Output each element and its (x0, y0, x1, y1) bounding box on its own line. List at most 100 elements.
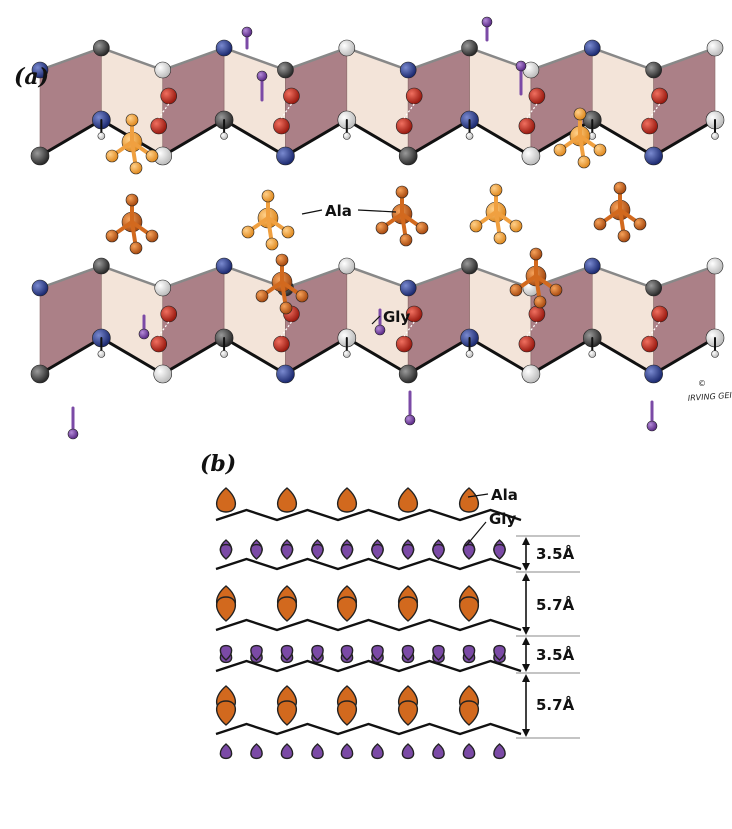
ala-side-chain (336, 487, 358, 513)
ala-methyl-atom (593, 217, 607, 231)
oxygen-atom (283, 87, 300, 105)
oxygen-atom (518, 117, 536, 135)
dimension-arrow (522, 537, 530, 571)
hydrogen-bond (158, 321, 170, 337)
backbone-atom (277, 61, 294, 79)
hydrogen-atom (97, 350, 106, 358)
gly-side-chain (219, 543, 233, 560)
gly-hydrogen (515, 60, 527, 72)
hydrogen-bond (403, 321, 415, 337)
backbone-strand (215, 618, 522, 632)
hydrogen-atom (343, 132, 351, 140)
ala-methyl-atom (633, 217, 647, 231)
oxygen-atom (395, 117, 413, 135)
backbone-atom (31, 61, 49, 79)
ala-methyl-atom (105, 229, 119, 243)
oxygen-atom (405, 87, 423, 105)
panel-b-label: (b) (200, 451, 236, 477)
hydrogen-atom (465, 350, 474, 358)
panel-a-ribbon-model (30, 16, 725, 440)
backbone-atom (645, 61, 662, 79)
oxygen-atom (395, 335, 413, 353)
ala-methyl-atom (129, 161, 143, 175)
ala-methyl-atom (281, 225, 295, 239)
ala-methyl-atom (509, 283, 523, 297)
backbone-atom (398, 364, 418, 384)
backbone-atom (399, 279, 417, 297)
ala-methyl-atom (529, 247, 543, 261)
backbone-strand (215, 722, 522, 736)
gly-side-chain (280, 543, 294, 560)
ala-side-chain (276, 700, 298, 726)
hydrogen-bond (649, 321, 661, 337)
gly-label-a: Gly (383, 308, 410, 326)
backbone-atom (461, 257, 478, 275)
ala-methyl-atom (533, 295, 547, 309)
oxygen-atom (150, 117, 168, 135)
ala-methyl-atom (489, 183, 503, 197)
oxygen-atom (641, 117, 658, 135)
gly-side-chain (462, 743, 476, 760)
ala-leader-line-b (467, 493, 489, 498)
ala-side-chain (397, 487, 419, 513)
ala-methyl-atom (275, 253, 289, 267)
hydrogen-bond (280, 103, 292, 119)
pleat-face (101, 265, 164, 375)
gly-side-chain (311, 644, 324, 661)
gly-side-chain (432, 543, 445, 560)
hydrogen-atom (465, 132, 474, 140)
gly-side-chain (371, 743, 384, 760)
gly-side-chain (493, 743, 506, 760)
hydrogen-bond (526, 321, 538, 337)
ala-methyl-atom (593, 143, 607, 157)
ala-methyl-atom (415, 221, 429, 235)
gly-side-chain (250, 543, 263, 560)
hydrogen-bond (649, 103, 661, 119)
backbone-atom (215, 257, 233, 275)
backbone-atom (276, 146, 295, 166)
gly-hydrogen (67, 428, 79, 440)
hydrogen-atom (711, 132, 719, 140)
oxygen-atom (651, 305, 668, 323)
ala-methyl-atom (493, 231, 507, 245)
ala-methyl-atom (577, 155, 591, 169)
ala-methyl-atom (255, 289, 269, 303)
ala-leader-line-2 (357, 209, 397, 213)
gly-leader-line-b (465, 521, 487, 547)
ala-side-chain (458, 487, 480, 513)
ala-side-chain (397, 596, 419, 622)
pleat-face (346, 47, 409, 157)
hydrogen-atom (588, 350, 597, 358)
pleat-face (39, 265, 102, 375)
backbone-atom (93, 39, 110, 57)
backbone-strand (215, 659, 522, 673)
ala-methyl-atom (553, 143, 567, 157)
oxygen-atom (651, 87, 668, 105)
dimension-arrow (522, 573, 530, 635)
oxygen-atom (641, 335, 658, 353)
ala-methyl-atom (469, 219, 483, 233)
gly-side-chain (401, 543, 415, 560)
ala-side-chain (458, 596, 480, 622)
hydrogen-bond (158, 103, 170, 119)
oxygen-atom (528, 87, 546, 105)
backbone-atom (398, 146, 418, 166)
backbone-atom (399, 61, 417, 79)
pleat-face (591, 265, 654, 375)
gly-side-chain (280, 743, 294, 760)
backbone-strand (215, 508, 522, 522)
ala-methyl-atom (295, 289, 309, 303)
backbone-atom (644, 146, 663, 166)
gly-side-chain (340, 743, 354, 760)
backbone-atom (583, 39, 601, 57)
hydrogen-atom (97, 132, 106, 140)
oxygen-atom (160, 87, 178, 105)
hydrogen-bond (280, 321, 292, 337)
ala-methyl-atom (125, 193, 139, 207)
backbone-strand (215, 557, 522, 571)
backbone-atom (93, 257, 110, 275)
backbone-atom (521, 146, 541, 166)
spacing-markers: 3.5Å 5.7Å 3.5Å 5.7Å (516, 535, 580, 739)
gly-hydrogen (481, 16, 493, 28)
